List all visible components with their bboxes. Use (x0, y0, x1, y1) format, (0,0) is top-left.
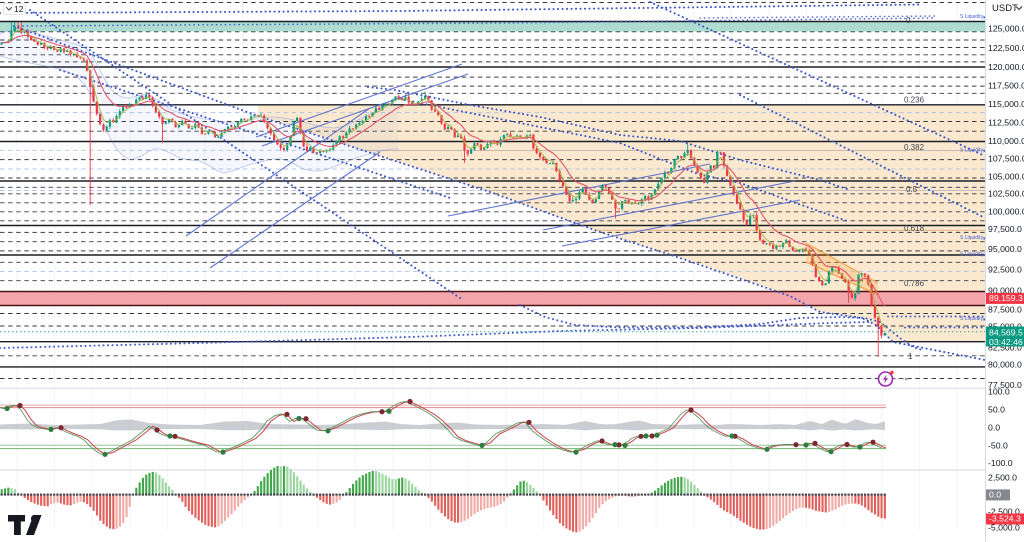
svg-text:-50.0: -50.0 (988, 440, 1008, 450)
svg-text:90,000.0: 90,000.0 (988, 285, 1022, 295)
svg-text:50.0: 50.0 (988, 405, 1005, 415)
svg-text:0.382: 0.382 (904, 143, 925, 152)
svg-text:95,000.0: 95,000.0 (988, 244, 1022, 254)
svg-text:S Liquidity: S Liquidity (960, 14, 984, 20)
svg-text:-3,524.3: -3,524.3 (989, 514, 1021, 524)
svg-text:107,500.0: 107,500.0 (988, 154, 1024, 164)
svg-text:110,000.0: 110,000.0 (988, 136, 1024, 146)
svg-text:97,500.0: 97,500.0 (988, 224, 1022, 234)
svg-text:100.0: 100.0 (988, 387, 1010, 397)
svg-text:84,569.5: 84,569.5 (989, 328, 1023, 338)
svg-text:USDT: USDT (992, 3, 1018, 14)
svg-text:0.786: 0.786 (904, 279, 925, 288)
svg-text:2,500.0: 2,500.0 (988, 473, 1017, 483)
svg-text:-5,000.0: -5,000.0 (988, 523, 1020, 533)
svg-text:03:42:46: 03:42:46 (989, 337, 1023, 347)
svg-text:S Liquidity: S Liquidity (960, 251, 984, 257)
svg-text:105,000.0: 105,000.0 (988, 172, 1024, 182)
svg-text:0.5: 0.5 (906, 185, 918, 194)
svg-text:125,000.0: 125,000.0 (988, 24, 1024, 34)
svg-text:0.618: 0.618 (904, 224, 925, 233)
svg-text:115,000.0: 115,000.0 (988, 99, 1024, 109)
svg-text:89,159.3: 89,159.3 (989, 293, 1023, 303)
svg-text:0.0: 0.0 (989, 490, 1001, 500)
svg-text:80,000.0: 80,000.0 (988, 360, 1022, 370)
svg-text:S Liquidity: S Liquidity (960, 316, 984, 322)
svg-text:102,500.0: 102,500.0 (988, 189, 1024, 199)
svg-text:82,500.0: 82,500.0 (988, 343, 1022, 353)
svg-text:12: 12 (14, 4, 24, 14)
svg-text:0.236: 0.236 (904, 96, 925, 105)
svg-text:100,000.0: 100,000.0 (988, 207, 1024, 217)
svg-text:122,500.0: 122,500.0 (988, 43, 1024, 53)
svg-text:117,500.0: 117,500.0 (988, 81, 1024, 91)
svg-text:77,500.0: 77,500.0 (988, 380, 1022, 390)
svg-text:-100.0: -100.0 (988, 458, 1013, 468)
svg-text:0: 0 (906, 16, 911, 25)
svg-text:0.0: 0.0 (988, 422, 1000, 432)
svg-text:S Liquidity: S Liquidity (960, 147, 984, 153)
svg-text:92,500.0: 92,500.0 (988, 265, 1022, 275)
svg-text:120,000.0: 120,000.0 (988, 62, 1024, 72)
svg-text:87,500.0: 87,500.0 (988, 305, 1022, 315)
svg-text:1: 1 (908, 352, 913, 361)
svg-text:-2,500.0: -2,500.0 (988, 507, 1020, 517)
svg-text:112,500.0: 112,500.0 (988, 118, 1024, 128)
svg-text:S Liquidity: S Liquidity (960, 235, 984, 241)
